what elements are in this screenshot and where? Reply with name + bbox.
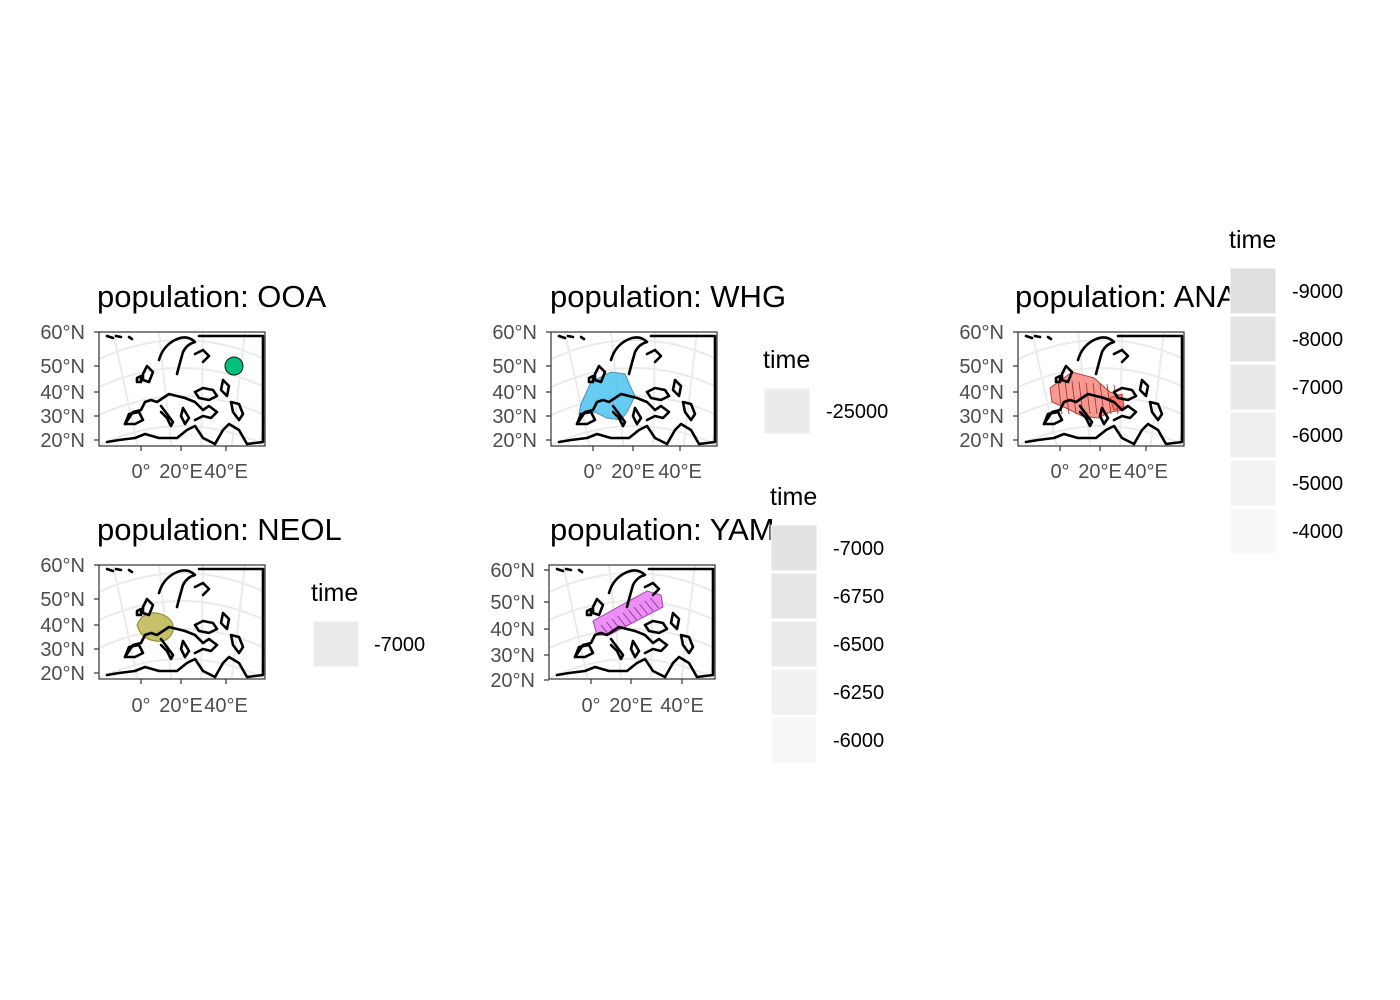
legend-label: -9000 bbox=[1292, 281, 1343, 303]
x-tick-label: 40°E bbox=[1124, 461, 1168, 483]
y-tick-label: 60°N bbox=[492, 322, 537, 344]
y-tick-label: 50°N bbox=[40, 356, 85, 378]
legend-title: time bbox=[311, 579, 358, 607]
legend-label: -6250 bbox=[833, 682, 884, 704]
y-tick-label: 60°N bbox=[40, 555, 85, 577]
panel-neol-map bbox=[99, 565, 265, 679]
y-tick-label: 60°N bbox=[490, 560, 535, 582]
x-tick-label: 40°E bbox=[660, 695, 704, 717]
y-tick-label: 20°N bbox=[40, 663, 85, 685]
legend-title: time bbox=[770, 483, 817, 511]
panel-ana-map bbox=[1018, 332, 1184, 446]
y-tick-label: 20°N bbox=[40, 430, 85, 452]
legend-label: -6500 bbox=[833, 634, 884, 656]
x-tick-label: 20°E bbox=[609, 695, 653, 717]
legend-key bbox=[1229, 459, 1277, 507]
panel-whg-map bbox=[551, 332, 717, 446]
legend-whg: time -25000 bbox=[763, 346, 888, 435]
legend-label: -7000 bbox=[374, 634, 425, 656]
legend-key bbox=[770, 668, 818, 716]
legend-key bbox=[312, 620, 360, 668]
y-tick-label: 40°N bbox=[40, 382, 85, 404]
legend-key bbox=[763, 387, 811, 435]
y-tick-label: 40°N bbox=[40, 615, 85, 637]
legend-key bbox=[770, 716, 818, 764]
x-tick-label: 20°E bbox=[159, 695, 203, 717]
y-tick-label: 60°N bbox=[959, 322, 1004, 344]
legend-label: -7000 bbox=[1292, 377, 1343, 399]
x-tick-label: 0° bbox=[1050, 461, 1069, 483]
panel-yam-map bbox=[549, 565, 715, 679]
panel-ooa-map bbox=[99, 332, 265, 446]
panel-yam-title: population: YAM bbox=[550, 512, 775, 547]
panel-ana: population: ANA 60°N 50°N 40°N30°N20°N 0° 20°… bbox=[959, 279, 1237, 483]
x-tick-label: 0° bbox=[581, 695, 600, 717]
y-tick-label: 60°N bbox=[40, 322, 85, 344]
y-tick-label: 30°N bbox=[40, 406, 85, 428]
legend-label: -7000 bbox=[833, 538, 884, 560]
y-tick-label: 50°N bbox=[490, 592, 535, 614]
panel-whg-title: population: WHG bbox=[550, 279, 786, 314]
legend-label: -8000 bbox=[1292, 329, 1343, 351]
legend-key bbox=[770, 620, 818, 668]
x-tick-label: 20°E bbox=[1078, 461, 1122, 483]
x-tick-label: 20°E bbox=[159, 461, 203, 483]
legend-title: time bbox=[1229, 226, 1276, 254]
legend-key bbox=[1229, 507, 1277, 555]
x-tick-label: 40°E bbox=[658, 461, 702, 483]
legend-label: -25000 bbox=[826, 401, 888, 423]
x-tick-label: 40°E bbox=[204, 461, 248, 483]
panel-ana-frame bbox=[1017, 331, 1185, 447]
legend-key bbox=[770, 524, 818, 572]
legend-key bbox=[1229, 315, 1277, 363]
panel-whg: population: WHG 60°N 50°N 40°N30°N20°N 0° 20°… bbox=[492, 279, 786, 483]
legend-key bbox=[1229, 411, 1277, 459]
y-tick-label: 20°N bbox=[490, 670, 535, 692]
ooa-population-point bbox=[224, 356, 244, 376]
legend-label: -6750 bbox=[833, 586, 884, 608]
panel-ana-title: population: ANA bbox=[1015, 279, 1238, 314]
y-tick-label: 30°N bbox=[492, 406, 537, 428]
y-tick-label: 40°N bbox=[959, 382, 1004, 404]
legend-ana: time -9000 -8000 -7000 -6000 -5000 -4000 bbox=[1229, 226, 1343, 555]
panel-neol: population: NEOL 60°N 50°N 40°N30°N20°N 0° 20… bbox=[40, 512, 341, 717]
x-tick-label: 0° bbox=[131, 461, 150, 483]
panel-ooa: population: OOA 60°N 50°N 40°N30°N20°N 0° 20°… bbox=[40, 279, 326, 483]
legend-label: -6000 bbox=[1292, 425, 1343, 447]
y-tick-label: 50°N bbox=[492, 356, 537, 378]
legend-yam: time -7000 -6750 -6500 -6250 -6000 bbox=[770, 483, 884, 764]
legend-title: time bbox=[763, 346, 810, 374]
legend-label: -6000 bbox=[833, 730, 884, 752]
legend-key bbox=[1229, 363, 1277, 411]
panel-ooa-frame bbox=[98, 331, 266, 447]
y-tick-label: 30°N bbox=[959, 406, 1004, 428]
x-tick-label: 0° bbox=[131, 695, 150, 717]
panel-yam: population: YAM 60°N 50°N 40°N 30°N 20°N 0° 20°… bbox=[490, 512, 774, 717]
y-tick-label: 50°N bbox=[40, 589, 85, 611]
y-tick-label: 40°N bbox=[492, 382, 537, 404]
legend-key bbox=[770, 572, 818, 620]
legend-label: -4000 bbox=[1292, 521, 1343, 543]
y-tick-label: 50°N bbox=[959, 356, 1004, 378]
panel-whg-frame bbox=[550, 331, 718, 447]
y-tick-label: 20°N bbox=[959, 430, 1004, 452]
panel-yam-frame bbox=[548, 564, 716, 680]
y-tick-label: 30°N bbox=[40, 639, 85, 661]
y-tick-label: 30°N bbox=[490, 645, 535, 667]
panel-neol-frame bbox=[98, 564, 266, 680]
legend-key bbox=[1229, 267, 1277, 315]
y-tick-label: 20°N bbox=[492, 430, 537, 452]
x-tick-label: 0° bbox=[583, 461, 602, 483]
x-tick-label: 20°E bbox=[611, 461, 655, 483]
y-tick-label: 40°N bbox=[490, 619, 535, 641]
panel-neol-title: population: NEOL bbox=[97, 512, 342, 547]
legend-neol: time -7000 bbox=[311, 579, 425, 668]
x-tick-label: 40°E bbox=[204, 695, 248, 717]
panel-ooa-title: population: OOA bbox=[97, 279, 327, 314]
legend-label: -5000 bbox=[1292, 473, 1343, 495]
